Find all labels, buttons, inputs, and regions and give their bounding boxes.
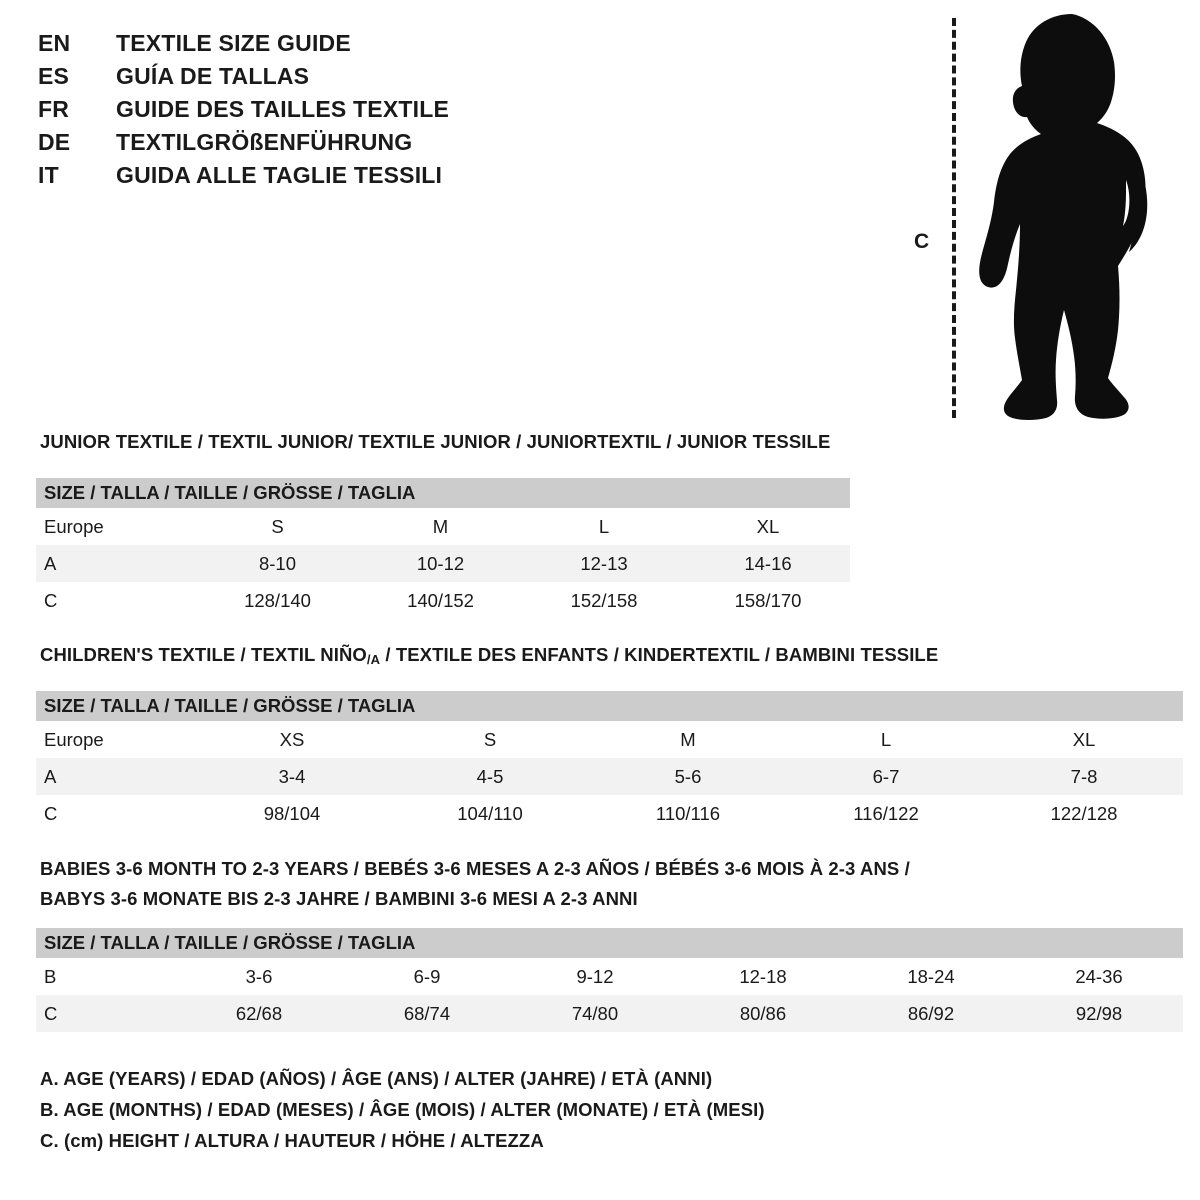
language-title-fr: GUIDE DES TAILLES TEXTILE — [116, 96, 449, 122]
table-row: B 3-6 6-9 9-12 12-18 18-24 24-36 — [36, 958, 1184, 995]
children-band-label: SIZE / TALLA / TAILLE / GRÖSSE / TAGLIA — [36, 691, 1184, 721]
language-row-de: DE TEXTILGRÖßENFÜHRUNG — [38, 129, 558, 162]
children-title-post: / TEXTILE DES ENFANTS / KINDERTEXTIL / B… — [380, 644, 939, 665]
babies-height-4: 80/86 — [679, 995, 847, 1032]
table-row: C 128/140 140/152 152/158 158/170 — [36, 582, 850, 619]
legend-line-c: C. (cm) HEIGHT / ALTURA / HAUTEUR / HÖHE… — [40, 1130, 544, 1151]
babies-height-2: 68/74 — [343, 995, 511, 1032]
children-height-xl: 122/128 — [985, 795, 1184, 832]
babies-size-table: SIZE / TALLA / TAILLE / GRÖSSE / TAGLIA … — [36, 928, 1184, 1032]
junior-size-table: SIZE / TALLA / TAILLE / GRÖSSE / TAGLIA … — [36, 478, 850, 619]
language-title-de: TEXTILGRÖßENFÜHRUNG — [116, 129, 413, 155]
measurement-label-c: C — [914, 230, 930, 253]
babies-height-1: 62/68 — [175, 995, 343, 1032]
junior-row-label-c: C — [36, 582, 196, 619]
children-age-l: 6-7 — [787, 758, 985, 795]
toddler-silhouette-icon — [979, 14, 1148, 421]
height-dashed-line — [952, 18, 956, 418]
language-title-block: EN TEXTILE SIZE GUIDE ES GUÍA DE TALLAS … — [38, 30, 558, 195]
language-row-it: IT GUIDA ALLE TAGLIE TESSILI — [38, 162, 558, 195]
babies-months-1: 3-6 — [175, 958, 343, 995]
children-height-xs: 98/104 — [193, 795, 391, 832]
children-size-m: M — [589, 721, 787, 758]
legend-line-b: B. AGE (MONTHS) / EDAD (MESES) / ÂGE (MO… — [40, 1099, 765, 1120]
children-row-label-europe: Europe — [36, 721, 193, 758]
legend-line-a: A. AGE (YEARS) / EDAD (AÑOS) / ÂGE (ANS)… — [40, 1068, 713, 1089]
babies-row-label-c: C — [36, 995, 175, 1032]
babies-table-band: SIZE / TALLA / TAILLE / GRÖSSE / TAGLIA — [36, 928, 1184, 958]
babies-months-2: 6-9 — [343, 958, 511, 995]
junior-row-label-a: A — [36, 545, 196, 582]
junior-size-s: S — [196, 508, 359, 545]
junior-height-s: 128/140 — [196, 582, 359, 619]
language-code-de: DE — [38, 129, 71, 155]
language-code-it: IT — [38, 162, 59, 188]
children-age-xl: 7-8 — [985, 758, 1184, 795]
babies-months-6: 24-36 — [1015, 958, 1184, 995]
junior-age-xl: 14-16 — [686, 545, 850, 582]
babies-months-3: 9-12 — [511, 958, 679, 995]
section-title-children: CHILDREN'S TEXTILE / TEXTIL NIÑO/A / TEX… — [40, 644, 938, 667]
language-title-en: TEXTILE SIZE GUIDE — [116, 30, 351, 56]
junior-band-label: SIZE / TALLA / TAILLE / GRÖSSE / TAGLIA — [36, 478, 850, 508]
table-row: A 3-4 4-5 5-6 6-7 7-8 — [36, 758, 1184, 795]
junior-table-band: SIZE / TALLA / TAILLE / GRÖSSE / TAGLIA — [36, 478, 850, 508]
babies-height-5: 86/92 — [847, 995, 1015, 1032]
table-row: C 62/68 68/74 74/80 80/86 86/92 92/98 — [36, 995, 1184, 1032]
language-title-es: GUÍA DE TALLAS — [116, 63, 310, 89]
junior-height-m: 140/152 — [359, 582, 522, 619]
children-age-s: 4-5 — [391, 758, 589, 795]
children-age-m: 5-6 — [589, 758, 787, 795]
measurement-legend: A. AGE (YEARS) / EDAD (AÑOS) / ÂGE (ANS)… — [40, 1068, 840, 1161]
table-row: Europe XS S M L XL — [36, 721, 1184, 758]
babies-height-6: 92/98 — [1015, 995, 1184, 1032]
table-row: A 8-10 10-12 12-13 14-16 — [36, 545, 850, 582]
babies-height-3: 74/80 — [511, 995, 679, 1032]
junior-size-xl: XL — [686, 508, 850, 545]
table-row: C 98/104 104/110 110/116 116/122 122/128 — [36, 795, 1184, 832]
children-size-s: S — [391, 721, 589, 758]
children-table-band: SIZE / TALLA / TAILLE / GRÖSSE / TAGLIA — [36, 691, 1184, 721]
children-size-xl: XL — [985, 721, 1184, 758]
children-row-label-a: A — [36, 758, 193, 795]
junior-size-m: M — [359, 508, 522, 545]
height-measurement-diagram: C — [900, 12, 1190, 424]
children-size-xs: XS — [193, 721, 391, 758]
language-code-fr: FR — [38, 96, 70, 122]
babies-months-5: 18-24 — [847, 958, 1015, 995]
language-code-es: ES — [38, 63, 70, 89]
language-row-es: ES GUÍA DE TALLAS — [38, 63, 558, 96]
children-title-pre: CHILDREN'S TEXTILE / TEXTIL NIÑO — [40, 644, 367, 665]
junior-age-s: 8-10 — [196, 545, 359, 582]
junior-row-label-europe: Europe — [36, 508, 196, 545]
babies-months-4: 12-18 — [679, 958, 847, 995]
language-code-en: EN — [38, 30, 71, 56]
children-row-label-c: C — [36, 795, 193, 832]
junior-height-xl: 158/170 — [686, 582, 850, 619]
section-title-junior: JUNIOR TEXTILE / TEXTIL JUNIOR/ TEXTILE … — [40, 431, 831, 452]
junior-size-l: L — [522, 508, 686, 545]
children-height-m: 110/116 — [589, 795, 787, 832]
children-height-s: 104/110 — [391, 795, 589, 832]
children-age-xs: 3-4 — [193, 758, 391, 795]
junior-age-m: 10-12 — [359, 545, 522, 582]
language-title-it: GUIDA ALLE TAGLIE TESSILI — [116, 162, 443, 188]
language-row-fr: FR GUIDE DES TAILLES TEXTILE — [38, 96, 558, 129]
children-size-l: L — [787, 721, 985, 758]
language-row-en: EN TEXTILE SIZE GUIDE — [38, 30, 558, 63]
junior-age-l: 12-13 — [522, 545, 686, 582]
children-size-table: SIZE / TALLA / TAILLE / GRÖSSE / TAGLIA … — [36, 691, 1184, 832]
junior-height-l: 152/158 — [522, 582, 686, 619]
section-title-babies-line2: BABYS 3-6 MONATE BIS 2-3 JAHRE / BAMBINI… — [40, 888, 638, 909]
table-row: Europe S M L XL — [36, 508, 850, 545]
babies-row-label-b: B — [36, 958, 175, 995]
children-title-sub: /A — [366, 652, 381, 667]
children-height-l: 116/122 — [787, 795, 985, 832]
babies-band-label: SIZE / TALLA / TAILLE / GRÖSSE / TAGLIA — [36, 928, 1184, 958]
section-title-babies-line1: BABIES 3-6 MONTH TO 2-3 YEARS / BEBÉS 3-… — [40, 858, 910, 879]
